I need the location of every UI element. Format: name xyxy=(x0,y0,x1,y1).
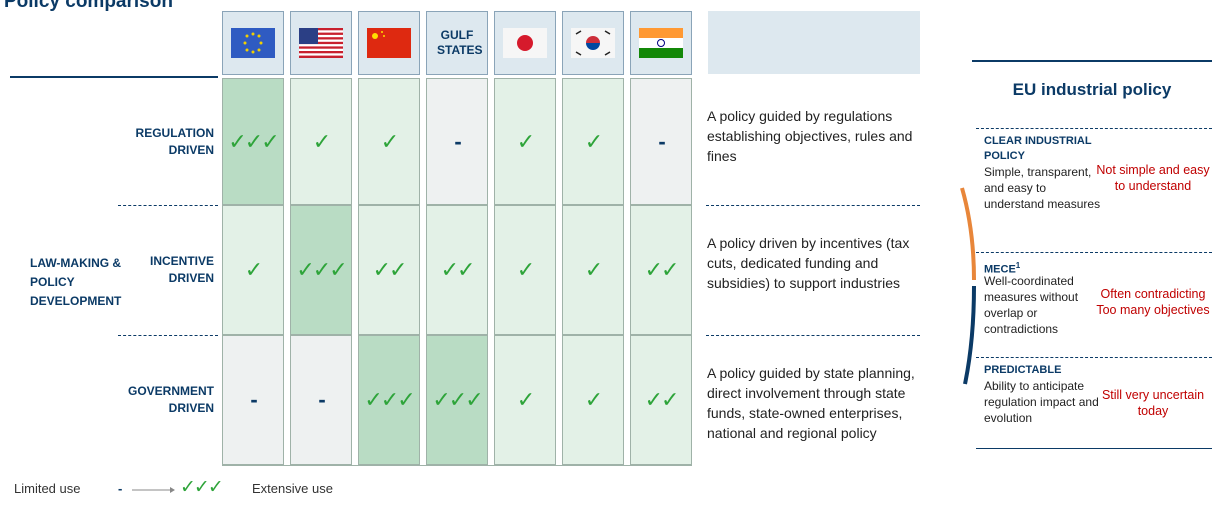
table-cell: ✓ xyxy=(358,78,420,205)
panel-bottom xyxy=(976,448,1212,449)
flag-jp xyxy=(494,11,556,75)
table-cell: ✓✓✓ xyxy=(222,78,284,205)
bracket xyxy=(960,187,976,385)
panel-separator xyxy=(976,357,1212,358)
flag-us xyxy=(290,11,352,75)
item-assessment: Still very uncertain today xyxy=(1094,387,1212,419)
legend-high-label: Extensive use xyxy=(252,481,333,496)
panel-separator xyxy=(976,252,1212,253)
flag-cn xyxy=(358,11,420,75)
table-rule xyxy=(10,76,218,78)
row-separator xyxy=(118,335,218,336)
page-title: Policy comparison xyxy=(4,0,173,12)
panel-rule xyxy=(972,60,1212,62)
table-cell: - xyxy=(630,78,692,205)
table-cell: ✓✓✓ xyxy=(358,335,420,465)
row-label: INCENTIVE DRIVEN xyxy=(149,254,214,285)
gulf-header: GULF STATES xyxy=(426,11,488,75)
table-cell: ✓ xyxy=(494,205,556,335)
item-description: Ability to anticipate regulation impact … xyxy=(984,379,1099,425)
legend-low-symbol: - xyxy=(118,481,123,496)
row-label: REGULATION DRIVEN xyxy=(135,125,214,157)
item-assessment: Not simple and easy to understand xyxy=(1094,162,1212,194)
row-description: A policy guided by regulations establish… xyxy=(707,108,913,164)
table-cell: ✓✓ xyxy=(630,205,692,335)
table-cell: ✓ xyxy=(562,78,624,205)
assessment-line: Not simple and easy to understand xyxy=(1096,163,1210,193)
flag-kr xyxy=(562,11,624,75)
description-header xyxy=(708,11,920,74)
table-cell: - xyxy=(222,335,284,465)
item-title-text: MECE xyxy=(984,263,1016,276)
row-description: A policy driven by incentives (tax cuts,… xyxy=(707,235,910,291)
item-title: PREDICTABLE xyxy=(984,363,1104,378)
panel-separator xyxy=(976,128,1212,129)
item-title: CLEAR INDUSTRIAL POLICY xyxy=(984,134,1104,164)
table-cell: - xyxy=(426,78,488,205)
row-description: A policy guided by state planning, direc… xyxy=(707,365,915,441)
item-assessment: Often contradicting Too many objectives xyxy=(1094,286,1212,318)
group-label: LAW-MAKING & POLICY DEVELOPMENT xyxy=(30,256,122,308)
assessment-line: Still very uncertain today xyxy=(1101,388,1205,418)
legend-arrow xyxy=(132,487,175,493)
legend-high-symbol: ✓✓✓ xyxy=(180,477,224,498)
row-label: GOVERNMENT DRIVEN xyxy=(127,384,214,415)
assessment-line: Often contradicting xyxy=(1100,287,1206,301)
row-separator xyxy=(706,205,920,206)
row-separator xyxy=(706,335,920,336)
gulf-label: GULF STATES xyxy=(437,28,483,57)
item-description: Simple, transparent, and easy to underst… xyxy=(984,165,1101,211)
table-cell: ✓ xyxy=(562,335,624,465)
item-title: MECE1 xyxy=(984,258,1104,278)
legend-low-label: Limited use xyxy=(14,481,81,496)
table-cell: ✓ xyxy=(494,335,556,465)
table-cell: ✓✓✓ xyxy=(426,335,488,465)
table-cell: ✓✓✓ xyxy=(290,205,352,335)
table-cell: ✓ xyxy=(494,78,556,205)
table-cell: - xyxy=(290,335,352,465)
assessment-line: Too many objectives xyxy=(1096,303,1210,317)
table-cell: ✓✓ xyxy=(426,205,488,335)
table-cell: ✓✓ xyxy=(630,335,692,465)
panel-title: EU industrial policy xyxy=(1012,80,1172,99)
table-cell: ✓ xyxy=(222,205,284,335)
table-cell: ✓ xyxy=(562,205,624,335)
item-title-text: CLEAR INDUSTRIAL POLICY xyxy=(984,135,1092,162)
flag-eu xyxy=(222,11,284,75)
row-separator xyxy=(118,205,218,206)
table-bottom xyxy=(222,465,692,466)
table-cell: ✓✓ xyxy=(358,205,420,335)
item-title-text: PREDICTABLE xyxy=(984,364,1062,376)
flag-in xyxy=(630,11,692,75)
item-description: Well-coordinated measures without overla… xyxy=(984,274,1079,336)
table-cell: ✓ xyxy=(290,78,352,205)
footnote-mark: 1 xyxy=(1015,261,1021,270)
